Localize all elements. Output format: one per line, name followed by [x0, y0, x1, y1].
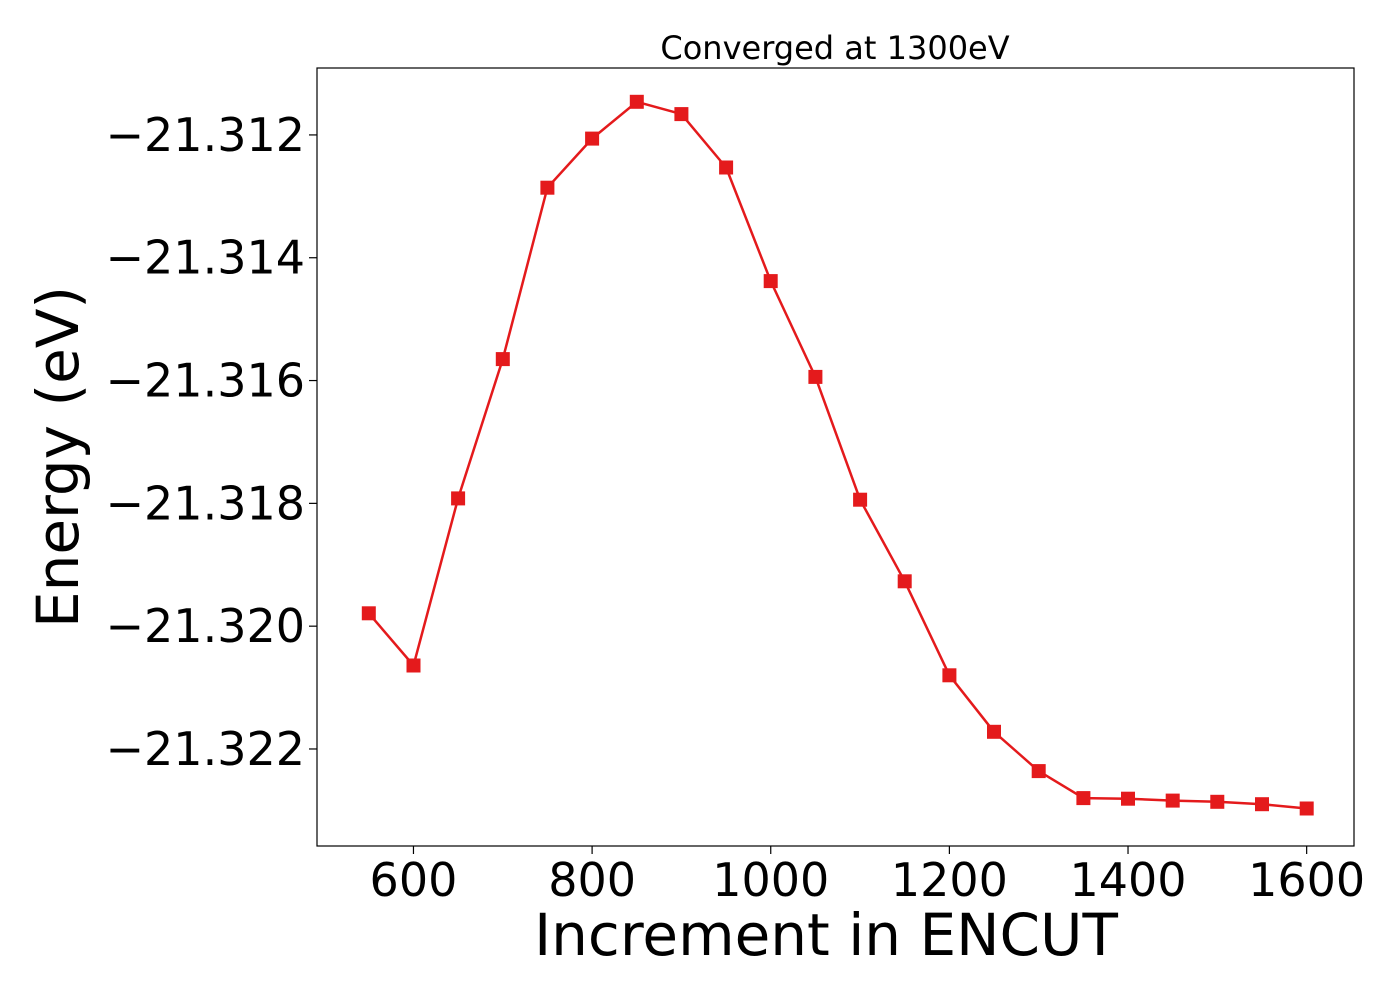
data-point-marker: [451, 491, 466, 506]
x-axis-ticks: 600 800 1000 1200 1400 1600: [370, 846, 1365, 907]
data-point-marker: [1121, 791, 1135, 806]
x-tick-label: 800: [548, 853, 636, 907]
data-point-marker: [897, 574, 912, 589]
y-axis-label: Energy (eV): [24, 286, 92, 628]
x-tick-label: 1200: [891, 853, 1008, 907]
x-axis-label: Increment in ENCUT: [534, 901, 1118, 969]
energy-series-line: [367, 100, 1307, 810]
y-tick-label: −21.322: [106, 722, 306, 776]
y-tick-label: −21.320: [106, 599, 306, 653]
y-tick-label: −21.312: [106, 108, 306, 162]
data-point-marker: [540, 180, 555, 195]
data-point-marker: [585, 131, 600, 146]
x-tick-label: 1400: [1069, 853, 1186, 907]
data-point-marker: [1299, 801, 1314, 816]
data-point-marker: [763, 274, 778, 289]
data-point-marker: [406, 658, 421, 673]
chart-title: Converged at 1300eV: [660, 29, 1009, 67]
data-point-marker: [674, 107, 689, 122]
data-point-marker: [1076, 791, 1091, 806]
data-point-marker: [1031, 764, 1046, 779]
data-point-marker: [853, 492, 868, 507]
x-tick-label: 600: [370, 853, 458, 907]
data-point-marker: [361, 606, 376, 621]
y-tick-label: −21.316: [106, 354, 306, 408]
data-point-marker: [942, 668, 957, 683]
data-point-marker: [495, 352, 510, 367]
data-point-marker: [808, 369, 823, 384]
y-tick-label: −21.318: [106, 476, 306, 530]
data-point-marker: [1255, 797, 1269, 812]
data-point-marker: [1210, 794, 1225, 809]
x-tick-label: 1600: [1248, 853, 1365, 907]
data-point-marker: [629, 94, 644, 109]
y-tick-label: −21.314: [106, 231, 306, 285]
energy-series-markers: [361, 94, 1314, 816]
data-point-marker: [1165, 793, 1180, 808]
data-point-marker: [719, 160, 734, 175]
x-tick-label: 1000: [712, 853, 829, 907]
data-point-marker: [987, 724, 1001, 739]
plot-area-frame: [316, 67, 1355, 847]
y-axis-ticks: −21.312 −21.314 −21.316 −21.318 −21.320 −21.3…: [106, 108, 317, 776]
